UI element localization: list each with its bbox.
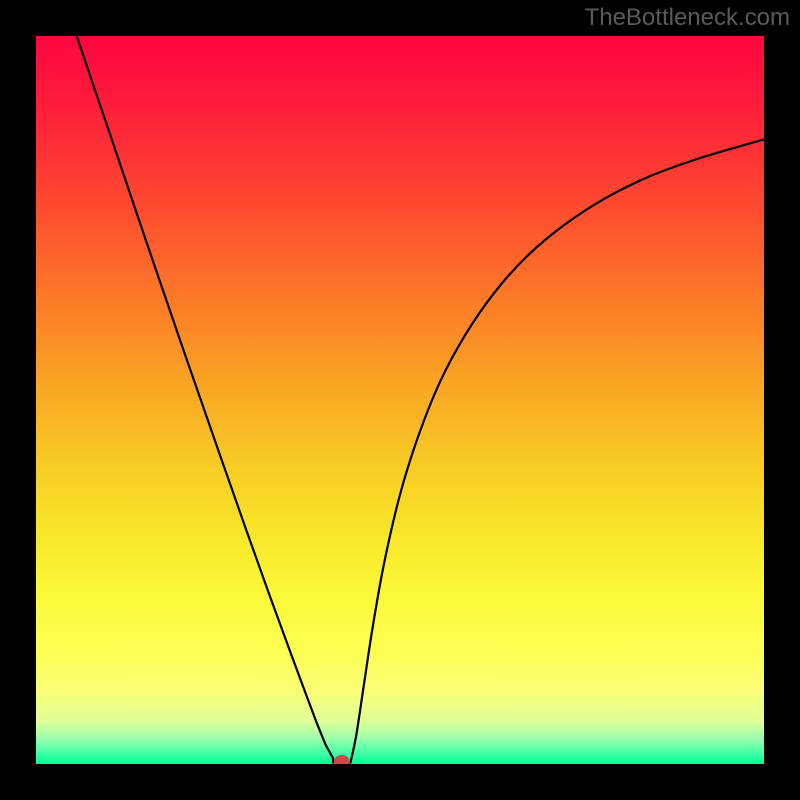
chart-svg: [0, 0, 800, 800]
chart-stage: TheBottleneck.com: [0, 0, 800, 800]
gradient-plot-area: [36, 36, 764, 764]
minimum-marker: [334, 755, 350, 769]
